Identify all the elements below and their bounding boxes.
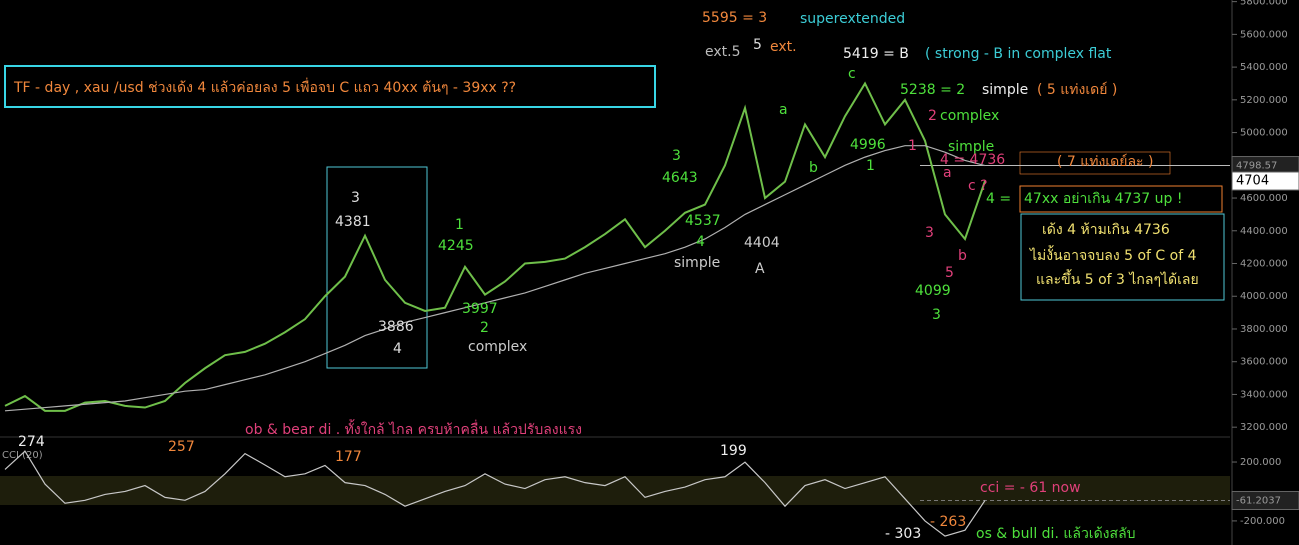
annotation: ( strong - B in complex flat [925, 46, 1112, 62]
annotation: 199 [720, 443, 747, 459]
annotation: TF - day , xau /usd ช่วงเด้ง 4 แล้วค่อยล… [13, 78, 516, 96]
y-tick-label: 5800.000 [1240, 0, 1288, 8]
annotation: ext.5 [705, 44, 741, 60]
annotation: simple [674, 255, 720, 271]
annotation: b [809, 160, 818, 176]
price-tag [1231, 171, 1299, 191]
annotation: - 263 [930, 514, 966, 530]
annotation: 4 = [986, 191, 1011, 207]
annotation: ( 5 แท่งเดย์ ) [1037, 81, 1117, 98]
y-tick-label: 4200.000 [1240, 259, 1288, 270]
panel-title: CCI (20) [2, 450, 43, 461]
title-box [4, 65, 656, 108]
annotation: c ? [968, 178, 988, 194]
annotation: 5595 = 3 [702, 10, 767, 26]
annotation: 177 [335, 449, 362, 465]
price-tag-label: 4704 [1236, 174, 1269, 189]
annotation: 5 [753, 37, 762, 53]
note-line: และขึ้น 5 of 3 ไกลๆได้เลย [1036, 269, 1199, 288]
annotation: simple [982, 82, 1028, 98]
annotation: 2 [480, 320, 489, 336]
annotation: 4404 [744, 235, 780, 251]
annotation: 1 [455, 217, 464, 233]
y-tick-label: 5600.000 [1240, 29, 1288, 40]
annotation: 4 [696, 234, 705, 250]
y-tick-label: 3200.000 [1240, 422, 1288, 433]
annotation: 3 [925, 225, 934, 241]
annotation: a [779, 102, 788, 118]
note-line: เด้ง 4 ห้ามเกิน 4736 [1042, 222, 1170, 238]
annotation: 5238 = 2 [900, 82, 965, 98]
price-tag [1231, 490, 1299, 510]
price-tag-label: -61.2037 [1236, 495, 1281, 506]
y-tick-label: 3800.000 [1240, 324, 1288, 335]
annotation: 3886 [378, 319, 414, 335]
annotation: 3997 [462, 301, 498, 317]
annotation: ob & bear di . ทั้งใกล้ ไกล ครบห้าคลื่น … [245, 419, 582, 438]
annotations: 5595 = 3 superextended ext.5 5 ext. 5419… [13, 10, 1199, 542]
series-line [4, 145, 986, 412]
annotation: 5 [945, 265, 954, 281]
annotation: 3 [932, 307, 941, 323]
annotation: 3 [672, 148, 681, 164]
annotation: - 303 [885, 526, 921, 542]
annotation: os & bull di. แล้วเด้งสลับ [976, 526, 1136, 542]
annotation: 1 [908, 138, 917, 154]
y-tick-label: 5400.000 [1240, 62, 1288, 73]
annotation: 2 [928, 108, 937, 124]
annotation: cci = - 61 now [980, 480, 1081, 496]
y-tick-label: 4600.000 [1240, 193, 1288, 204]
y-tick-label: 4000.000 [1240, 291, 1288, 302]
annotation: 4 = 4736 [940, 152, 1005, 168]
y-tick-label: 5000.000 [1240, 128, 1288, 139]
price-tag-label: 4798.57 [1236, 161, 1277, 172]
y-tick-label: 3600.000 [1240, 357, 1288, 368]
annotation: ext. [770, 39, 797, 55]
annotation: a [943, 165, 952, 181]
y-tick-label: 200.000 [1240, 457, 1281, 468]
note-box [1020, 213, 1225, 301]
annotation: 47xx อย่าเกิน 4737 up ! [1024, 191, 1183, 207]
annotation: superextended [800, 11, 905, 27]
annotation: 4245 [438, 238, 474, 254]
annotation: 257 [168, 439, 195, 455]
annotation: 4537 [685, 213, 721, 229]
annotation: A [755, 261, 765, 277]
y-tick-label: 4400.000 [1240, 226, 1288, 237]
target-box [1019, 185, 1223, 213]
annotation: b [958, 248, 967, 264]
y-tick-label: 5200.000 [1240, 95, 1288, 106]
series-line [4, 450, 986, 537]
y-tick-label: -200.000 [1240, 516, 1285, 527]
series-line [4, 81, 986, 412]
y-tick-label: 3400.000 [1240, 389, 1288, 400]
annotation: 274 [18, 434, 45, 450]
annotation: 4643 [662, 170, 698, 186]
annotation: 1 [866, 158, 875, 174]
annotation: 4099 [915, 283, 951, 299]
annotation: c [848, 66, 856, 82]
annotation: complex [940, 108, 999, 124]
note-frame [1019, 151, 1171, 175]
annotation: simple [948, 139, 994, 155]
highlight-box [326, 166, 428, 369]
annotation: 5419 = B [843, 46, 909, 62]
annotation: complex [468, 339, 527, 355]
note-line: ไม่งั้นอาจจบลง 5 of C of 4 [1029, 245, 1197, 264]
annotation: 3 [351, 190, 360, 206]
annotation: 4996 [850, 137, 886, 153]
annotation: ( 7 แท่งเดย์ละ ) [1057, 153, 1153, 170]
annotation: 4381 [335, 214, 371, 230]
annotation: 4 [393, 341, 402, 357]
